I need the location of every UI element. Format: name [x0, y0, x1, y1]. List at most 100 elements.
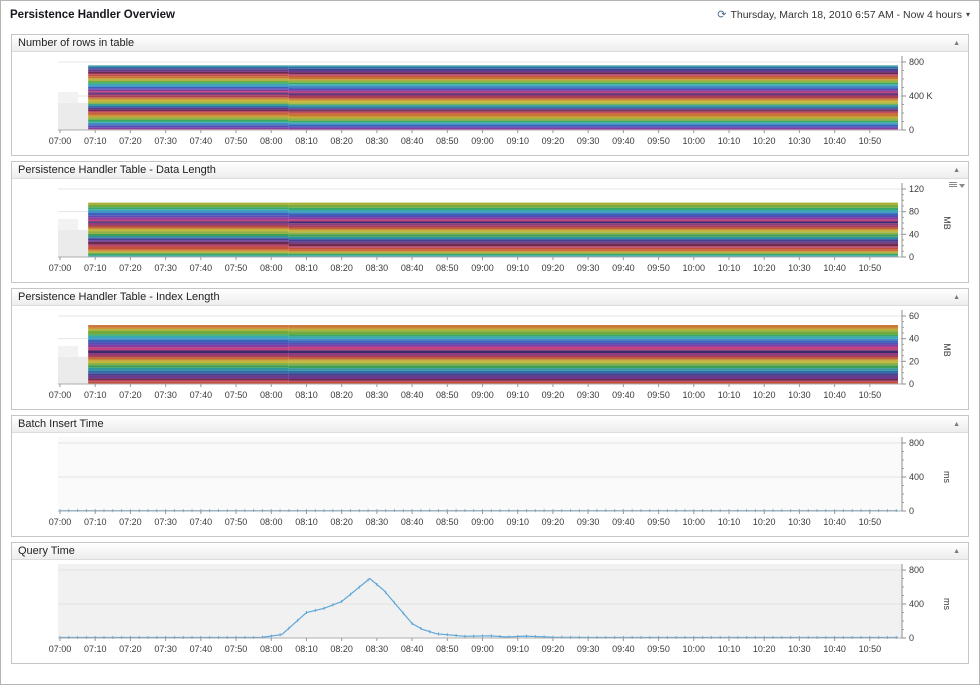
- svg-text:09:30: 09:30: [577, 390, 600, 400]
- svg-text:10:30: 10:30: [788, 517, 811, 527]
- timeframe-selector[interactable]: ⟳ Thursday, March 18, 2010 6:57 AM - Now…: [717, 9, 970, 21]
- svg-text:0: 0: [909, 252, 914, 262]
- panel-header-index-length[interactable]: Persistence Handler Table - Index Length…: [12, 289, 968, 306]
- panel-header-query-time[interactable]: Query Time ▲: [12, 543, 968, 560]
- svg-text:09:20: 09:20: [542, 263, 565, 273]
- svg-text:10:40: 10:40: [823, 263, 846, 273]
- svg-text:08:20: 08:20: [330, 263, 353, 273]
- svg-text:800: 800: [909, 57, 924, 67]
- caret-down-icon: [959, 184, 965, 188]
- svg-text:ms: ms: [942, 471, 952, 483]
- svg-text:07:20: 07:20: [119, 517, 142, 527]
- panel-header-number-of-rows[interactable]: Number of rows in table ▲: [12, 35, 968, 52]
- svg-text:09:50: 09:50: [647, 136, 670, 146]
- svg-text:07:50: 07:50: [225, 644, 248, 654]
- caret-down-icon: ▾: [965, 10, 970, 19]
- svg-text:10:20: 10:20: [753, 263, 776, 273]
- svg-text:09:10: 09:10: [506, 263, 529, 273]
- svg-text:10:40: 10:40: [823, 517, 846, 527]
- svg-text:08:00: 08:00: [260, 517, 283, 527]
- svg-text:10:20: 10:20: [753, 390, 776, 400]
- svg-text:07:10: 07:10: [84, 517, 107, 527]
- svg-text:09:50: 09:50: [647, 517, 670, 527]
- svg-text:07:20: 07:20: [119, 644, 142, 654]
- svg-text:07:50: 07:50: [225, 517, 248, 527]
- svg-text:09:00: 09:00: [471, 263, 494, 273]
- svg-text:07:30: 07:30: [154, 517, 177, 527]
- svg-text:09:50: 09:50: [647, 390, 670, 400]
- svg-text:10:20: 10:20: [753, 644, 776, 654]
- svg-text:09:40: 09:40: [612, 644, 635, 654]
- chart-menu-icon[interactable]: [949, 180, 965, 192]
- collapse-icon[interactable]: ▲: [953, 293, 960, 301]
- svg-text:08:30: 08:30: [366, 517, 389, 527]
- svg-text:MB: MB: [942, 216, 952, 230]
- svg-text:10:10: 10:10: [718, 390, 741, 400]
- svg-text:10:50: 10:50: [859, 644, 882, 654]
- svg-text:07:30: 07:30: [154, 390, 177, 400]
- collapse-icon[interactable]: ▲: [953, 166, 960, 174]
- svg-text:09:20: 09:20: [542, 644, 565, 654]
- svg-text:07:00: 07:00: [49, 136, 72, 146]
- svg-text:07:50: 07:50: [225, 263, 248, 273]
- svg-text:07:10: 07:10: [84, 136, 107, 146]
- svg-text:08:20: 08:20: [330, 390, 353, 400]
- svg-text:08:50: 08:50: [436, 136, 459, 146]
- svg-text:09:20: 09:20: [542, 517, 565, 527]
- svg-text:08:40: 08:40: [401, 390, 424, 400]
- svg-text:10:50: 10:50: [859, 263, 882, 273]
- panel-header-data-length[interactable]: Persistence Handler Table - Data Length …: [12, 162, 968, 179]
- svg-text:10:00: 10:00: [683, 390, 706, 400]
- collapse-icon[interactable]: ▲: [953, 547, 960, 555]
- svg-text:07:30: 07:30: [154, 263, 177, 273]
- svg-text:10:30: 10:30: [788, 136, 811, 146]
- svg-text:0: 0: [909, 125, 914, 135]
- svg-text:07:00: 07:00: [49, 517, 72, 527]
- panel-batch-insert-time: Batch Insert Time ▲ 07:00 07:10 07:20 07:30…: [11, 415, 969, 537]
- svg-text:08:10: 08:10: [295, 390, 318, 400]
- svg-text:08:20: 08:20: [330, 136, 353, 146]
- svg-text:10:10: 10:10: [718, 517, 741, 527]
- chart-area-batch-insert-time: 07:00 07:10 07:20 07:30 07:40 07:50 08:00 08:10…: [12, 433, 968, 536]
- svg-text:10:20: 10:20: [753, 517, 776, 527]
- svg-text:10:00: 10:00: [683, 136, 706, 146]
- svg-text:10:40: 10:40: [823, 136, 846, 146]
- collapse-icon[interactable]: ▲: [953, 39, 960, 47]
- svg-text:07:40: 07:40: [190, 517, 213, 527]
- collapse-icon[interactable]: ▲: [953, 420, 960, 428]
- svg-text:09:40: 09:40: [612, 136, 635, 146]
- svg-text:09:00: 09:00: [471, 136, 494, 146]
- svg-text:08:40: 08:40: [401, 644, 424, 654]
- svg-text:0: 0: [909, 633, 914, 643]
- svg-text:09:10: 09:10: [506, 136, 529, 146]
- svg-text:08:00: 08:00: [260, 390, 283, 400]
- svg-text:80: 80: [909, 207, 919, 217]
- svg-text:10:50: 10:50: [859, 136, 882, 146]
- svg-text:10:30: 10:30: [788, 263, 811, 273]
- svg-text:08:00: 08:00: [260, 136, 283, 146]
- svg-text:07:10: 07:10: [84, 263, 107, 273]
- svg-text:08:00: 08:00: [260, 644, 283, 654]
- svg-text:10:00: 10:00: [683, 263, 706, 273]
- svg-text:08:00: 08:00: [260, 263, 283, 273]
- svg-text:10:00: 10:00: [683, 517, 706, 527]
- data-length-stacked-area-chart: 07:00 07:10 07:20 07:30 07:40 07:50 08:00 08:10…: [49, 183, 952, 273]
- svg-text:08:50: 08:50: [436, 644, 459, 654]
- svg-text:08:40: 08:40: [401, 517, 424, 527]
- panel-header-batch-insert-time[interactable]: Batch Insert Time ▲: [12, 416, 968, 433]
- svg-text:40: 40: [909, 229, 919, 239]
- svg-text:0: 0: [909, 506, 914, 516]
- svg-text:10:10: 10:10: [718, 263, 741, 273]
- svg-text:08:20: 08:20: [330, 644, 353, 654]
- panel-title: Persistence Handler Table - Data Length: [18, 164, 216, 176]
- batch-insert-time-line-chart: 07:00 07:10 07:20 07:30 07:40 07:50 08:00 08:10…: [49, 437, 952, 527]
- svg-text:08:40: 08:40: [401, 136, 424, 146]
- svg-text:10:50: 10:50: [859, 517, 882, 527]
- chart-area-index-length: 07:00 07:10 07:20 07:30 07:40 07:50 08:00 08:10…: [12, 306, 968, 409]
- panel-title: Query Time: [18, 545, 75, 557]
- svg-text:10:10: 10:10: [718, 136, 741, 146]
- svg-text:07:00: 07:00: [49, 644, 72, 654]
- svg-text:09:10: 09:10: [506, 390, 529, 400]
- svg-text:08:50: 08:50: [436, 263, 459, 273]
